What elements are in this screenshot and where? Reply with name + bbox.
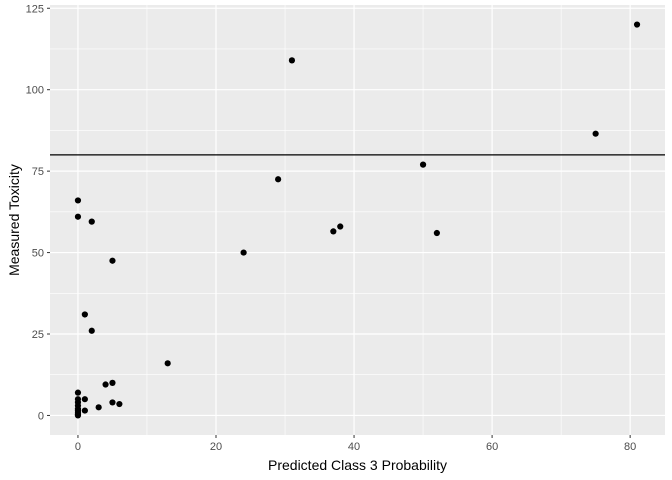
plot-panel (50, 5, 665, 435)
data-point (240, 249, 247, 256)
data-point (74, 213, 82, 220)
y-tick-label: 125 (26, 3, 44, 15)
data-point (74, 389, 82, 396)
data-point (433, 229, 440, 237)
y-tick-label: 0 (38, 410, 44, 422)
data-point (81, 311, 88, 318)
data-point (419, 161, 427, 168)
data-point (109, 399, 116, 406)
data-point (88, 327, 95, 334)
data-point (88, 218, 95, 225)
data-point (95, 404, 102, 411)
data-point (337, 223, 344, 230)
y-tick-label: 100 (26, 85, 44, 97)
data-point (330, 228, 337, 235)
x-axis-title: Predicted Class 3 Probability (268, 457, 447, 473)
data-point (109, 379, 116, 386)
x-tick-label: 40 (348, 441, 360, 453)
x-tick-label: 20 (210, 441, 222, 453)
data-point (102, 381, 109, 388)
x-tick-label: 0 (75, 441, 81, 453)
data-point (116, 400, 123, 408)
y-tick-label: 50 (32, 248, 44, 260)
data-point (81, 396, 88, 403)
x-tick-label: 60 (486, 441, 498, 453)
data-point (74, 197, 82, 204)
y-axis: 0 25 50 75 100 125 (26, 3, 50, 422)
data-point (109, 257, 116, 264)
major-gridlines (50, 5, 665, 435)
y-axis-title: Measured Toxicity (6, 164, 22, 276)
data-point (164, 360, 171, 367)
x-tick-label: 80 (624, 441, 636, 453)
data-point (74, 411, 82, 418)
x-axis: 0 20 40 60 80 (75, 435, 636, 453)
data-point (633, 21, 641, 28)
data-points (74, 21, 641, 419)
data-point (592, 130, 599, 137)
y-tick-label: 25 (32, 329, 44, 341)
y-tick-label: 75 (32, 166, 44, 178)
data-point (275, 176, 282, 183)
data-point (288, 57, 296, 64)
minor-gridlines (50, 5, 665, 435)
data-point (81, 407, 88, 414)
